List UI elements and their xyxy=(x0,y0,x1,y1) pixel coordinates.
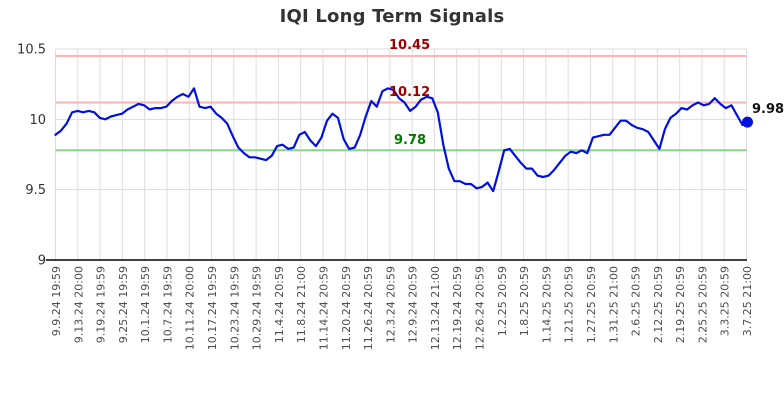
y-tick-label: 9 xyxy=(38,254,46,269)
x-tick-label: 9.19.24 19:59 xyxy=(95,266,108,343)
chart-title: IQI Long Term Signals xyxy=(279,6,505,27)
threshold-label-low: 9.78 xyxy=(394,133,427,148)
x-tick-label: 10.29.24 19:59 xyxy=(251,266,264,350)
x-tick-label: 12.9.24 20:59 xyxy=(407,266,420,343)
threshold-label-mid: 10.12 xyxy=(389,85,431,100)
y-tick-label: 10 xyxy=(29,113,46,128)
x-tick-label: 11.26.24 20:59 xyxy=(362,266,375,350)
x-tick-label: 12.19.24 20:59 xyxy=(451,266,464,350)
x-tick-label: 3.3.25 20:59 xyxy=(719,266,732,336)
x-tick-label: 2.6.25 20:59 xyxy=(630,266,643,336)
x-tick-label: 2.12.25 20:59 xyxy=(652,266,665,343)
x-tick-label: 1.14.25 20:59 xyxy=(540,266,553,343)
x-tick-label: 11.14.24 20:59 xyxy=(317,266,330,350)
x-tick-label: 1.2.25 20:59 xyxy=(496,266,509,336)
x-tick-label: 9.9.24 19:59 xyxy=(50,266,63,336)
x-tick-label: 11.4.24 20:59 xyxy=(273,266,286,343)
x-tick-label: 10.11.24 20:00 xyxy=(184,266,197,350)
x-tick-label: 10.17.24 19:59 xyxy=(206,266,219,350)
x-tick-label: 1.31.25 21:00 xyxy=(607,266,620,343)
x-tick-label: 1.27.25 20:59 xyxy=(585,266,598,343)
x-tick-label: 3.7.25 21:00 xyxy=(741,266,754,336)
x-tick-label: 1.21.25 20:59 xyxy=(563,266,576,343)
price-line xyxy=(54,87,750,193)
y-tick-label: 9.5 xyxy=(25,183,46,198)
x-tick-label: 10.23.24 19:59 xyxy=(228,266,241,350)
x-tick-label: 12.3.24 20:59 xyxy=(384,266,397,343)
threshold-label-high: 10.45 xyxy=(389,38,431,53)
x-tick-label: 9.25.24 19:59 xyxy=(117,266,130,343)
x-tick-label: 12.13.24 21:00 xyxy=(429,266,442,350)
last-point-marker xyxy=(742,116,753,128)
x-tick-label: 10.7.24 19:59 xyxy=(161,266,174,343)
x-tick-label: 2.25.25 20:59 xyxy=(696,266,709,343)
x-tick-label: 2.19.25 20:59 xyxy=(674,266,687,343)
x-tick-label: 9.13.24 20:00 xyxy=(72,266,85,343)
y-tick-label: 10.5 xyxy=(17,43,46,58)
x-tick-label: 11.8.24 21:00 xyxy=(295,266,308,343)
x-tick-label: 11.20.24 20:59 xyxy=(340,266,353,350)
last-value-label: 9.98 xyxy=(752,102,784,117)
x-tick-label: 12.26.24 20:59 xyxy=(474,266,487,350)
x-tick-label: 10.1.24 19:59 xyxy=(139,266,152,343)
x-tick-label: 1.8.25 20:59 xyxy=(518,266,531,336)
